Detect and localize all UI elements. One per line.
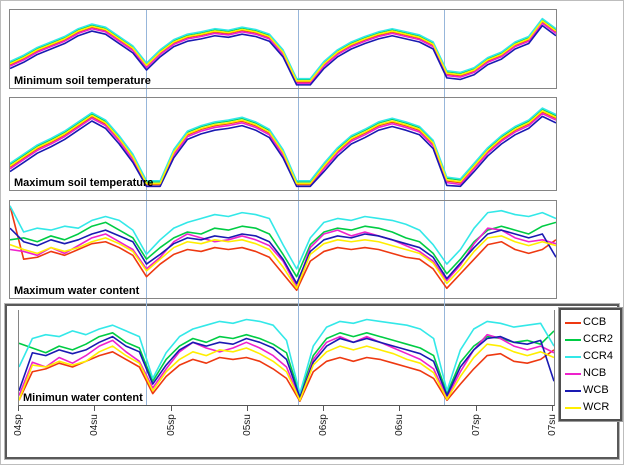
x-tick xyxy=(94,406,95,411)
series-line-CCB xyxy=(10,206,556,290)
legend-entry-WCB: WCB xyxy=(565,382,617,399)
legend-entry-WCR: WCR xyxy=(565,399,617,416)
series-line-WCB xyxy=(10,228,556,283)
x-tick-label: 04su xyxy=(88,414,100,436)
x-tick-label: 05su xyxy=(241,414,253,436)
chart-canvas-min-water-content xyxy=(19,310,554,405)
panel-max-soil-temperature: Maximum soil temperature xyxy=(9,97,557,191)
series-line-NCB xyxy=(10,228,556,286)
panel-max-water-content: Maximum water content xyxy=(9,200,557,299)
x-tick xyxy=(323,406,324,411)
series-line-WCR xyxy=(19,344,554,400)
series-line-NCB xyxy=(10,23,556,83)
chart-canvas-max-soil-temperature xyxy=(10,98,556,190)
series-line-WCR xyxy=(10,236,556,288)
legend-swatch-icon xyxy=(565,372,581,375)
legend-entry-CCR2: CCR2 xyxy=(565,331,617,348)
legend-entry-CCR4: CCR4 xyxy=(565,348,617,365)
series-line-WCB xyxy=(19,337,554,398)
legend-label: NCB xyxy=(583,367,607,379)
legend-label: CCR2 xyxy=(583,333,613,345)
series-line-CCR2 xyxy=(19,331,554,396)
legend-swatch-icon xyxy=(565,406,581,409)
legend-label: WCB xyxy=(583,384,609,396)
x-tick xyxy=(247,406,248,411)
legend-swatch-icon xyxy=(565,321,581,324)
x-tick xyxy=(552,406,553,411)
series-line-WCB xyxy=(10,116,556,186)
series-line-WCB xyxy=(10,26,556,85)
panel-min-water-content: Minimun water content xyxy=(18,310,555,406)
x-tick xyxy=(18,406,19,411)
x-tick-label: 05sp xyxy=(165,414,177,436)
legend-swatch-icon xyxy=(565,338,581,341)
series-line-WCR xyxy=(10,111,556,184)
panel-title-min-water-content: Minimun water content xyxy=(23,392,143,404)
panel-title-min-soil-temperature: Minimum soil temperature xyxy=(14,75,151,87)
series-line-CCR2 xyxy=(10,222,556,276)
panel-title-max-water-content: Maximum water content xyxy=(14,285,140,297)
x-tick-label: 07su xyxy=(546,414,558,436)
x-tick xyxy=(476,406,477,411)
year-gridline xyxy=(444,9,445,406)
x-tick xyxy=(399,406,400,411)
series-line-WCR xyxy=(10,21,556,81)
legend-swatch-icon xyxy=(565,355,581,358)
series-line-NCB xyxy=(19,335,554,400)
legend-label: CCB xyxy=(583,316,607,328)
series-line-CCR4 xyxy=(10,108,556,181)
series-line-NCB xyxy=(10,114,556,187)
series-line-CCB xyxy=(19,350,554,401)
x-tick-label: 04sp xyxy=(12,414,24,436)
series-line-CCR4 xyxy=(19,320,554,394)
x-tick xyxy=(171,406,172,411)
legend-label: WCR xyxy=(583,401,610,413)
x-tick-label: 06su xyxy=(393,414,405,436)
panel-min-soil-temperature: Minimum soil temperature xyxy=(9,9,557,89)
legend-entry-NCB: NCB xyxy=(565,365,617,382)
legend: CCB CCR2 CCR4 NCB WCB WCR xyxy=(559,308,622,421)
x-tick-label: 07sp xyxy=(470,414,482,436)
chart-canvas-min-soil-temperature xyxy=(10,10,556,88)
x-tick-label: 06sp xyxy=(317,414,329,436)
panel-title-max-soil-temperature: Maximum soil temperature xyxy=(14,177,154,189)
legend-swatch-icon xyxy=(565,389,581,392)
legend-label: CCR4 xyxy=(583,350,613,362)
legend-entry-CCB: CCB xyxy=(565,314,617,331)
year-gridline xyxy=(146,9,147,406)
series-line-CCR4 xyxy=(10,206,556,269)
year-gridline xyxy=(298,9,299,406)
chart-canvas-max-water-content xyxy=(10,201,556,298)
series-line-CCR4 xyxy=(10,19,556,79)
